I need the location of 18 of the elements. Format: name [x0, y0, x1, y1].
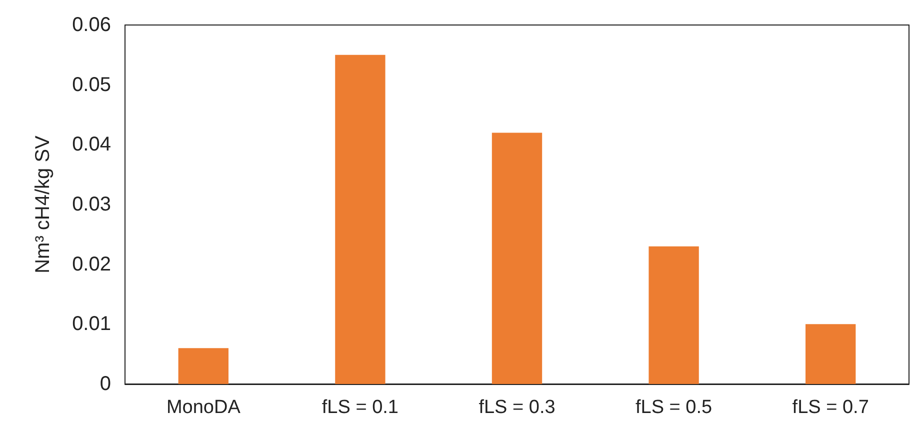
bar [492, 132, 542, 384]
bar [335, 54, 386, 384]
y-tick-label: 0.06 [72, 14, 111, 36]
y-tick-label: 0.02 [72, 253, 111, 276]
x-tick-label: MonoDA [166, 397, 241, 418]
y-tick-label: 0 [100, 373, 111, 395]
x-tick-label: fLS = 0.1 [322, 397, 398, 418]
x-tick-label: fLS = 0.5 [636, 397, 712, 418]
bar [806, 324, 856, 384]
x-tick-label: fLS = 0.7 [792, 397, 869, 418]
y-tick-label: 0.04 [72, 134, 111, 156]
bar [178, 348, 228, 384]
y-axis-title: Nm³ cH4/kg SV [32, 134, 54, 274]
y-tick-label: 0.01 [72, 313, 111, 336]
y-tick-label: 0.05 [72, 74, 111, 96]
x-tick-label: fLS = 0.3 [478, 397, 556, 418]
y-tick-label: 0.03 [72, 194, 111, 216]
bar [648, 246, 699, 384]
